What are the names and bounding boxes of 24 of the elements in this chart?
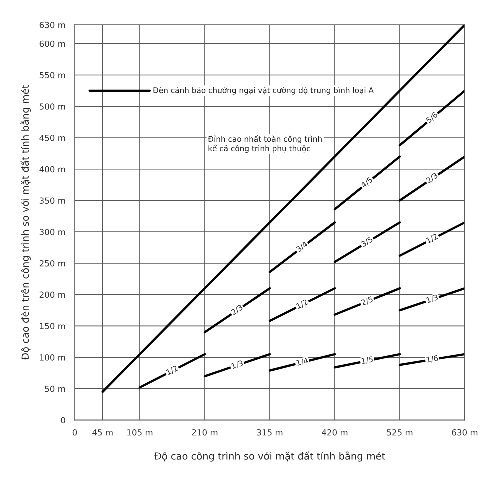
x-tick-label: 0 bbox=[72, 429, 78, 436]
x-tick-label: 315 m bbox=[257, 429, 283, 436]
x-tick-label: 45 m bbox=[92, 430, 113, 436]
y-tick-label: 250 m bbox=[40, 260, 66, 267]
y-tick-label: 500 m bbox=[40, 104, 66, 110]
y-tick-label: 0 bbox=[61, 417, 66, 424]
x-tick-label: 630 m bbox=[452, 429, 478, 436]
x-tick-label: 420 m bbox=[322, 429, 348, 436]
x-tick-label: 105 m bbox=[128, 429, 153, 436]
y-tick-label: 300 m bbox=[40, 229, 66, 236]
y-tick-label: 550 m bbox=[40, 72, 66, 79]
y-axis-title: Độ cao đèn trên công trình so với mặt đất tính bằng mét bbox=[20, 85, 31, 360]
y-tick-label: 630 m bbox=[40, 22, 66, 28]
x-tick-label: 525 m bbox=[387, 429, 413, 436]
x-tick-label: 210 m bbox=[192, 429, 218, 436]
y-tick-label: 50 m bbox=[45, 386, 66, 392]
y-tick-label: 200 m bbox=[40, 292, 66, 298]
y-tick-label: 400 m bbox=[40, 166, 66, 173]
y-tick-label: 100 m bbox=[40, 354, 66, 361]
y-tick-label: 150 m bbox=[40, 323, 66, 330]
y-tick-label: 600 m bbox=[40, 40, 66, 48]
y-tick-label: 450 m bbox=[40, 134, 66, 142]
x-axis-title: Độ cao công trình so với mặt đất tính bằng mét bbox=[154, 451, 386, 462]
y-tick-label: 350 m bbox=[40, 198, 66, 204]
